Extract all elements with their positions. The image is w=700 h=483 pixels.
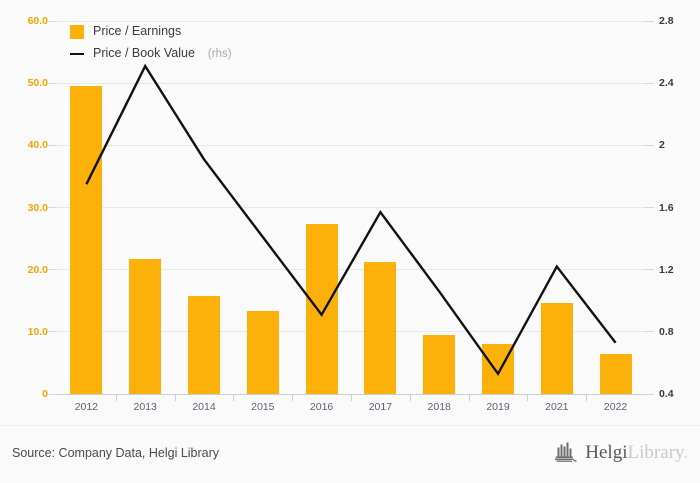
bar-2016[interactable] xyxy=(305,224,338,394)
chart-area: 0 10.0 20.0 30.0 40.0 50.0 60.0 0.4 0.8 1.2 1.6 2 2… xyxy=(27,15,674,413)
left-axis-tick-label: 40.0 xyxy=(27,139,48,152)
left-axis-tick-label: 50.0 xyxy=(27,77,48,90)
right-tick-mark xyxy=(645,145,654,146)
x-axis-label-2013: 2013 xyxy=(133,401,157,413)
legend-item-price-book-value[interactable]: Price / Book Value (rhs) xyxy=(70,46,232,61)
right-tick-mark xyxy=(645,207,654,208)
x-tick-mark xyxy=(292,394,294,401)
line-series-price-book-value xyxy=(85,63,617,377)
right-axis-tick-label: 1.2 xyxy=(659,263,674,276)
brand-primary: Helgi xyxy=(585,441,628,463)
x-tick-mark xyxy=(174,394,176,401)
x-axis-label-2018: 2018 xyxy=(427,401,451,413)
left-axis-tick-label: 30.0 xyxy=(27,201,48,214)
helgi-library-logo-icon xyxy=(555,442,577,462)
left-axis-tick-label: 0 xyxy=(42,388,48,400)
x-axis-label-2014: 2014 xyxy=(192,401,216,413)
bar-2018[interactable] xyxy=(423,334,456,394)
brand-secondary: Library xyxy=(627,441,684,463)
gridline xyxy=(57,145,645,146)
right-axis-tick-label: 0.4 xyxy=(659,388,674,400)
gridline xyxy=(57,269,645,270)
legend-item-price-earnings[interactable]: Price / Earnings xyxy=(70,24,232,39)
bar-2022[interactable] xyxy=(599,354,632,394)
left-tick-mark xyxy=(48,269,57,270)
x-tick-mark xyxy=(468,394,470,401)
plot-region xyxy=(57,21,645,394)
bar-2017[interactable] xyxy=(364,261,397,394)
x-axis-label-2012: 2012 xyxy=(74,401,99,413)
x-axis-label-2016: 2016 xyxy=(309,401,334,413)
legend-label-price-earnings: Price / Earnings xyxy=(93,24,182,39)
chart-footer: Source: Company Data, Helgi Library Helg… xyxy=(0,425,700,483)
gridline xyxy=(57,21,645,22)
left-tick-mark xyxy=(48,207,57,208)
x-axis-label-2021: 2021 xyxy=(545,401,569,413)
left-tick-mark xyxy=(48,21,57,22)
right-tick-mark xyxy=(645,83,654,84)
x-tick-mark xyxy=(233,394,235,401)
left-tick-mark xyxy=(48,331,57,332)
left-tick-mark xyxy=(48,394,57,395)
bar-2015[interactable] xyxy=(246,310,279,394)
brand-dot: . xyxy=(683,441,688,463)
bar-2013[interactable] xyxy=(129,259,162,394)
right-axis-tick-label: 2.4 xyxy=(659,77,674,90)
gridline xyxy=(57,83,645,84)
x-tick-mark xyxy=(409,394,411,401)
bar-2021[interactable] xyxy=(540,303,573,394)
x-axis-label-2019: 2019 xyxy=(486,401,510,413)
legend-suffix-rhs: (rhs) xyxy=(207,47,232,60)
gridline xyxy=(57,331,645,332)
bar-2012[interactable] xyxy=(70,85,103,394)
left-axis-tick-label: 20.0 xyxy=(27,263,48,276)
x-axis-label-2015: 2015 xyxy=(251,401,275,413)
right-tick-mark xyxy=(645,269,654,270)
bar-swatch-icon xyxy=(70,24,84,39)
x-tick-mark xyxy=(527,394,529,401)
x-tick-mark xyxy=(351,394,352,401)
right-tick-mark xyxy=(645,394,654,395)
chart-legend: Price / Earnings Price / Book Value (rhs… xyxy=(70,24,232,61)
right-axis-tick-label: 1.6 xyxy=(659,201,674,214)
right-axis-tick-label: 0.8 xyxy=(659,325,674,338)
line-swatch-icon xyxy=(70,47,84,61)
left-tick-mark xyxy=(48,145,57,146)
left-tick-mark xyxy=(48,83,57,84)
brand-wordmark: HelgiLibrary. xyxy=(585,443,688,462)
right-tick-mark xyxy=(645,331,654,332)
right-axis-tick-label: 2 xyxy=(659,139,665,152)
x-axis-label-2017: 2017 xyxy=(368,401,393,413)
right-tick-mark xyxy=(645,21,654,22)
right-axis-tick-label: 2.8 xyxy=(659,15,674,27)
left-axis-tick-label: 60.0 xyxy=(27,15,48,27)
x-axis-label-2022: 2022 xyxy=(603,401,628,413)
x-tick-mark xyxy=(586,394,588,401)
legend-label-price-book-value: Price / Book Value xyxy=(93,46,195,61)
left-axis-tick-label: 10.0 xyxy=(27,325,48,338)
x-tick-mark xyxy=(115,394,117,401)
source-note: Source: Company Data, Helgi Library xyxy=(12,446,220,460)
bar-2014[interactable] xyxy=(188,295,220,394)
brand-logo[interactable]: HelgiLibrary. xyxy=(553,439,688,465)
gridline xyxy=(57,207,645,208)
